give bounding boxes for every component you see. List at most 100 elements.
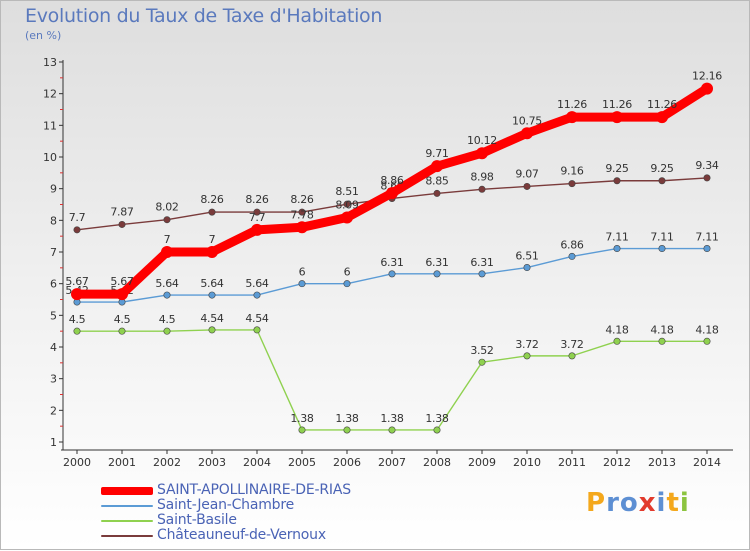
series-point-2 [298, 426, 306, 434]
series-point-3 [73, 226, 81, 234]
series-point-3 [523, 182, 531, 190]
data-label: 8.98 [470, 170, 494, 183]
data-label: 8.26 [200, 193, 224, 206]
x-tick-label: 2006 [333, 456, 361, 469]
y-tick-label: 12 [43, 88, 57, 101]
y-tick-label: 10 [43, 151, 57, 164]
series-point-1 [433, 270, 441, 278]
series-point-0 [206, 246, 218, 258]
series-point-2 [118, 327, 126, 335]
series-point-3 [703, 174, 711, 182]
series-point-1 [163, 291, 171, 299]
series-point-1 [658, 245, 666, 253]
series-point-3 [433, 189, 441, 197]
series-point-0 [701, 82, 713, 95]
data-label: 7.78 [290, 208, 314, 221]
data-label: 8.86 [380, 174, 404, 187]
y-tick-label: 13 [43, 56, 57, 69]
series-point-1 [298, 280, 306, 288]
data-label: 6.31 [380, 256, 403, 269]
series-point-0 [476, 147, 488, 160]
data-label: 7 [164, 233, 171, 246]
data-label: 8.26 [245, 193, 269, 206]
data-label: 4.5 [69, 313, 86, 326]
y-tick-label: 1 [50, 436, 57, 449]
series-point-3 [568, 180, 576, 188]
series-point-1 [613, 245, 621, 253]
data-label: 9.16 [560, 165, 584, 178]
logo-letter: i [656, 488, 667, 518]
x-tick-label: 2009 [468, 456, 496, 469]
series-point-3 [478, 185, 486, 193]
x-tick-label: 2004 [243, 456, 271, 469]
series-point-3 [208, 208, 216, 216]
series-point-2 [208, 326, 216, 334]
data-label: 10.12 [467, 134, 497, 147]
series-point-0 [386, 187, 398, 200]
data-label: 4.5 [159, 313, 176, 326]
data-label: 5.64 [245, 277, 269, 290]
legend-swatch [101, 520, 153, 522]
data-label: 5.67 [65, 275, 89, 288]
series-point-2 [253, 326, 261, 334]
x-tick-label: 2011 [558, 456, 586, 469]
logo-letter: t [666, 488, 680, 518]
y-tick-label: 4 [50, 341, 57, 354]
series-point-1 [478, 270, 486, 278]
series-point-1 [343, 280, 351, 288]
series-point-2 [163, 327, 171, 335]
data-label: 8.51 [335, 185, 358, 198]
series-point-2 [568, 352, 576, 360]
series-point-0 [71, 288, 83, 301]
data-label: 7.11 [605, 231, 628, 244]
series-point-0 [251, 223, 263, 236]
series-point-1 [208, 291, 216, 299]
data-label: 1.38 [335, 412, 359, 425]
data-label: 1.38 [425, 412, 449, 425]
series-point-2 [478, 358, 486, 366]
logo-letter: i [679, 488, 690, 518]
series-point-0 [656, 111, 668, 124]
series-point-1 [703, 245, 711, 253]
x-tick-label: 2000 [63, 456, 91, 469]
data-label: 6.31 [425, 256, 448, 269]
y-tick-label: 9 [50, 183, 57, 196]
data-label: 8.85 [425, 174, 449, 187]
data-label: 11.26 [647, 98, 677, 111]
data-label: 6 [299, 266, 306, 279]
data-label: 7.7 [249, 211, 266, 224]
x-tick-label: 2002 [153, 456, 181, 469]
series-point-2 [523, 352, 531, 360]
logo-letter: o [619, 488, 639, 518]
legend-swatch [101, 505, 153, 507]
series-point-0 [341, 211, 353, 224]
legend-swatch [101, 487, 153, 495]
x-tick-label: 2005 [288, 456, 316, 469]
legend-label: Saint-Jean-Chambre [157, 497, 295, 513]
series-point-1 [568, 252, 576, 260]
series-point-3 [613, 177, 621, 185]
y-tick-label: 5 [50, 309, 57, 322]
logo-letter: x [638, 488, 657, 518]
x-tick-label: 2013 [648, 456, 676, 469]
series-point-3 [298, 208, 306, 216]
series-point-0 [116, 288, 128, 301]
data-label: 7.11 [650, 231, 673, 244]
chart-title: Evolution du Taux de Taxe d'Habitation [25, 5, 383, 27]
series-point-2 [73, 327, 81, 335]
data-label: 7.11 [695, 231, 718, 244]
data-label: 6.86 [560, 238, 584, 251]
legend-label: Châteauneuf-de-Vernoux [157, 527, 326, 543]
data-label: 6.51 [515, 250, 538, 263]
y-tick-label: 8 [50, 214, 57, 227]
data-label: 4.18 [650, 323, 674, 336]
series-point-0 [296, 221, 308, 234]
data-label: 5.67 [110, 275, 134, 288]
x-tick-label: 2003 [198, 456, 226, 469]
data-label: 4.54 [245, 312, 269, 325]
series-point-2 [388, 426, 396, 434]
data-label: 6.31 [470, 256, 493, 269]
data-label: 10.75 [512, 114, 542, 127]
